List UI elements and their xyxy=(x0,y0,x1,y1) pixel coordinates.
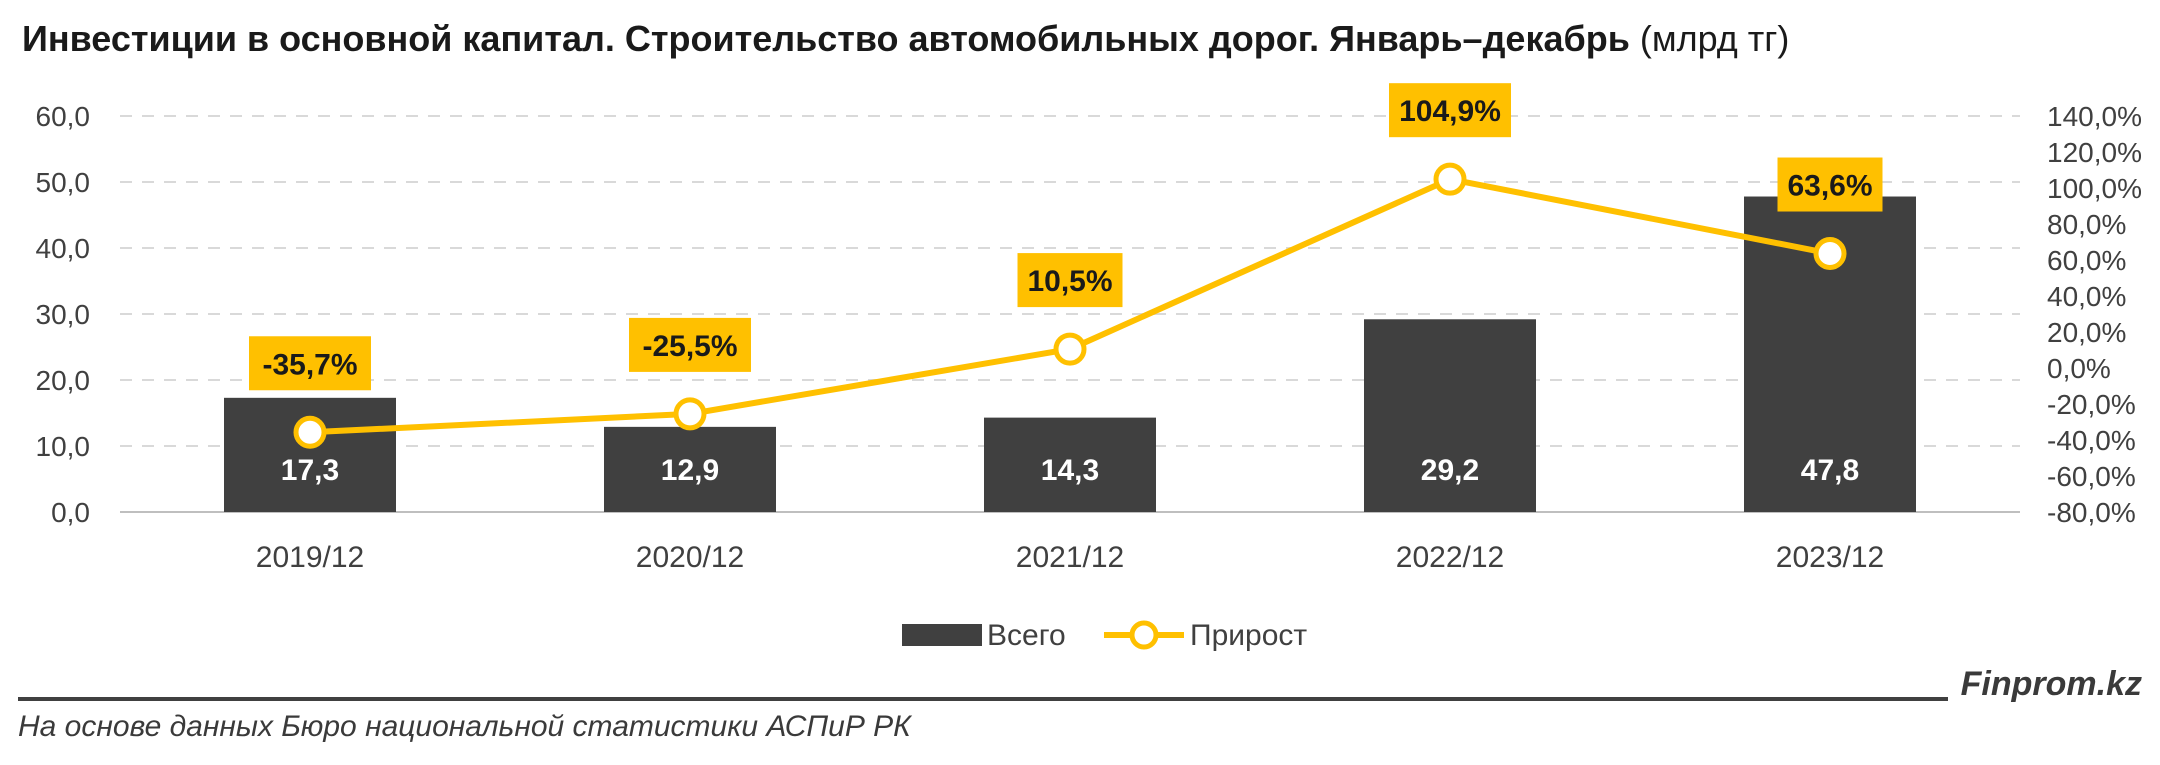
chart-title: Инвестиции в основной капитал. Строитель… xyxy=(22,18,1789,60)
left-tick-label: 40,0 xyxy=(36,233,91,264)
growth-value-label: -25,5% xyxy=(642,330,737,363)
right-tick-label: -60,0% xyxy=(2047,461,2136,492)
growth-label-box xyxy=(629,317,751,372)
right-tick-label: 100,0% xyxy=(2047,173,2142,204)
x-tick-label: 2023/12 xyxy=(1776,541,1884,574)
growth-value-label: 10,5% xyxy=(1027,265,1112,298)
bar-2021/12 xyxy=(984,417,1156,512)
bar-2020/12 xyxy=(604,426,776,512)
growth-point-2020/12 xyxy=(673,397,707,431)
left-tick-label: 60,0 xyxy=(36,101,91,132)
growth-label-box xyxy=(1777,157,1883,212)
right-tick-label: -80,0% xyxy=(2047,497,2136,528)
bar-value-label: 17,3 xyxy=(281,454,339,487)
growth-point-2021/12 xyxy=(1053,332,1087,366)
chart-title-main: Инвестиции в основной капитал. Строитель… xyxy=(22,18,1630,59)
right-tick-label: -40,0% xyxy=(2047,425,2136,456)
left-tick-label: 50,0 xyxy=(36,167,91,198)
bar-value-label: 14,3 xyxy=(1041,454,1099,487)
x-axis: 2019/12 2020/12 2021/12 2022/12 2023/12 xyxy=(256,541,1884,574)
right-tick-label: -20,0% xyxy=(2047,389,2136,420)
right-tick-label: 140,0% xyxy=(2047,101,2142,132)
growth-line xyxy=(293,162,1847,449)
x-tick-label: 2021/12 xyxy=(1016,541,1124,574)
data-labels: 17,3 12,9 14,3 29,2 47,8 -35,7% -25,5% 10,5% 104… xyxy=(249,83,1883,487)
growth-label-box xyxy=(249,336,371,391)
growth-value-label: -35,7% xyxy=(262,348,357,381)
legend-swatch-bar xyxy=(902,624,982,646)
left-axis: 0,0 10,0 20,0 30,0 40,0 50,0 60,0 xyxy=(36,101,91,528)
growth-label-box xyxy=(1389,83,1511,138)
chart-title-unit: (млрд тг) xyxy=(1639,18,1790,59)
combo-chart: 0,0 10,0 20,0 30,0 40,0 50,0 60,0 -80,0% -60,0%… xyxy=(36,83,2142,652)
right-tick-label: 60,0% xyxy=(2047,245,2126,276)
right-tick-label: 120,0% xyxy=(2047,137,2142,168)
bar-2022/12 xyxy=(1364,319,1536,512)
bar-value-label: 47,8 xyxy=(1801,454,1859,487)
bar-value-label: 29,2 xyxy=(1421,454,1479,487)
brand-logo-text: Finprom.kz xyxy=(1960,665,2142,703)
right-tick-label: 0,0% xyxy=(2047,353,2111,384)
growth-value-label: 104,9% xyxy=(1399,95,1501,128)
legend-swatch-marker xyxy=(1129,620,1159,650)
right-axis: -80,0% -60,0% -40,0% -20,0% 0,0% 20,0% 40,0% 60… xyxy=(2047,101,2142,528)
left-tick-label: 30,0 xyxy=(36,299,91,330)
footer-rule xyxy=(18,697,1948,701)
left-tick-label: 10,0 xyxy=(36,431,91,462)
bar-value-label: 12,9 xyxy=(661,454,719,487)
bars xyxy=(224,196,1916,512)
growth-label-box xyxy=(1017,253,1123,308)
right-tick-label: 20,0% xyxy=(2047,317,2126,348)
growth-point-2023/12 xyxy=(1813,237,1847,271)
growth-value-label: 63,6% xyxy=(1787,170,1872,203)
source-note: На основе данных Бюро национальной стати… xyxy=(18,710,911,743)
x-tick-label: 2020/12 xyxy=(636,541,744,574)
right-tick-label: 40,0% xyxy=(2047,281,2126,312)
x-tick-label: 2022/12 xyxy=(1396,541,1504,574)
legend-label-bar: Всего xyxy=(987,619,1066,652)
x-tick-label: 2019/12 xyxy=(256,541,364,574)
legend-label-line: Прирост xyxy=(1190,619,1307,652)
legend: Всего Прирост xyxy=(902,619,1307,652)
left-tick-label: 20,0 xyxy=(36,365,91,396)
growth-point-2022/12 xyxy=(1433,162,1467,196)
left-tick-label: 0,0 xyxy=(51,497,90,528)
right-tick-label: 80,0% xyxy=(2047,209,2126,240)
growth-point-2019/12 xyxy=(293,415,327,449)
